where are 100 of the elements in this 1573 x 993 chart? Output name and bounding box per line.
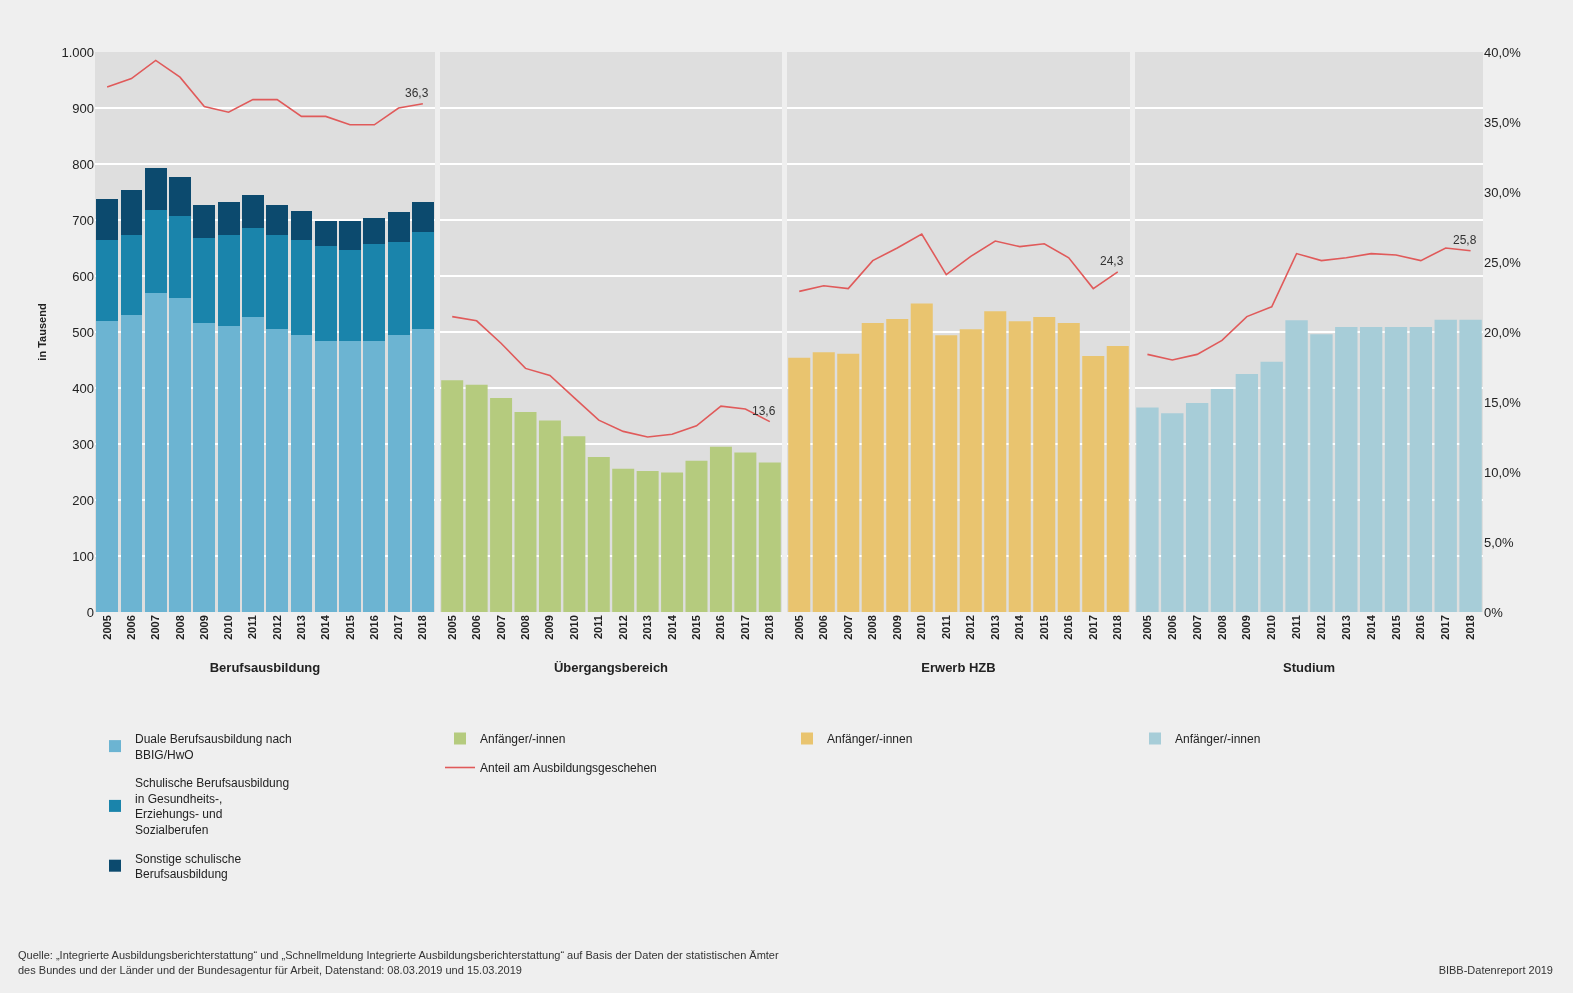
x-tick-label: 2014 — [665, 614, 678, 640]
bar — [1057, 323, 1080, 612]
x-tick-label: 2006 — [470, 615, 483, 640]
bar — [96, 198, 119, 241]
x-tick-label: 2011 — [592, 615, 605, 640]
y2-tick-label: 0% — [1484, 604, 1504, 620]
legend-label: Anfänger/-innen — [480, 732, 566, 747]
x-tick-label: 2006 — [1165, 615, 1178, 640]
bar — [812, 352, 835, 612]
source-note: Quelle: „Integrierte Ausbildungsberichterstattung“ und „Schnellmeldung Integrierte Ausbildungsberichterstattung“ auf Basis der Daten der statistischen Ämter des Bundes und der Länder und der Bundesagentur für Arbeit, Datenstand: 08.03.2019 und 15.03.2019 — [18, 948, 780, 978]
y-tick-label: 700 — [72, 212, 94, 228]
bar — [290, 211, 313, 241]
x-tick-label: 2018 — [416, 615, 429, 640]
bar — [217, 326, 240, 612]
bar — [1235, 374, 1259, 612]
x-tick-label: 2009 — [197, 615, 210, 640]
y-tick-label: 1.000 — [61, 44, 94, 60]
y2-tick-label: 25,0% — [1484, 254, 1522, 270]
bar — [685, 460, 708, 612]
bar — [1335, 326, 1358, 612]
y2-tick-label: 15,0% — [1484, 394, 1522, 410]
bar — [1161, 413, 1184, 612]
x-tick-label: 2017 — [738, 615, 751, 640]
bar — [861, 323, 884, 612]
x-tick-label: 2018 — [1464, 615, 1477, 640]
x-tick-label: 2016 — [1062, 615, 1075, 640]
x-tick-label: 2017 — [1439, 615, 1452, 640]
x-tick-label: 2015 — [690, 615, 703, 640]
legend-label: Duale Berufsausbildung nach BBIG/HwO — [135, 731, 292, 762]
bar — [734, 452, 757, 612]
bar — [788, 357, 811, 612]
y2-tick-label: 20,0% — [1484, 324, 1522, 340]
x-tick-label: 2010 — [222, 615, 235, 640]
x-tick-label: 2014 — [1364, 614, 1377, 640]
bar — [1210, 389, 1234, 612]
x-tick-label: 2010 — [915, 615, 928, 640]
bar — [1434, 319, 1457, 612]
bar — [1409, 326, 1433, 612]
bar — [169, 176, 191, 217]
bar — [96, 240, 119, 321]
bar — [1136, 407, 1159, 612]
x-tick-label: 2012 — [270, 615, 283, 640]
legend-label: Anfänger/-innen — [1175, 732, 1261, 747]
x-tick-label: 2008 — [519, 615, 532, 640]
bar — [339, 250, 361, 341]
x-tick-label: 2009 — [1240, 615, 1253, 640]
x-tick-label: 2017 — [392, 615, 405, 640]
x-tick-label: 2011 — [246, 615, 259, 640]
bar — [290, 335, 313, 612]
bar — [314, 220, 337, 247]
y-axis-title: in Tausend — [36, 303, 49, 361]
y-tick-label: 600 — [72, 268, 94, 284]
x-tick-label: 2005 — [1141, 615, 1154, 640]
bar — [1459, 319, 1482, 612]
bar — [144, 292, 167, 612]
x-tick-label: 2015 — [343, 615, 356, 640]
bar — [339, 220, 361, 251]
bar — [241, 316, 264, 612]
x-tick-label: 2018 — [763, 615, 776, 640]
y-tick-label: 400 — [72, 380, 94, 396]
bar — [314, 246, 337, 341]
bar — [96, 320, 119, 612]
bar — [266, 329, 289, 612]
x-tick-label: 2012 — [1315, 615, 1328, 640]
bar — [363, 340, 386, 612]
bar — [758, 462, 781, 612]
data-label: 24,3 — [1100, 254, 1124, 268]
legend-label: Sonstige schulische Berufsausbildung — [135, 851, 242, 882]
bar — [1082, 356, 1105, 612]
y2-tick-label: 5,0% — [1484, 534, 1515, 550]
x-tick-label: 2016 — [367, 615, 380, 640]
x-axis-title: Berufsausbildung — [209, 660, 321, 676]
bar — [290, 240, 313, 336]
bar — [411, 231, 434, 330]
x-tick-label: 2013 — [988, 615, 1001, 640]
bar — [935, 335, 958, 612]
bar — [169, 216, 191, 299]
x-tick-label: 2014 — [319, 614, 332, 640]
y-tick-label: 0 — [86, 604, 94, 620]
bar — [217, 202, 240, 235]
bar — [563, 436, 586, 612]
bar — [120, 189, 143, 235]
bar — [538, 420, 561, 612]
bar — [1033, 316, 1056, 612]
x-tick-label: 2018 — [1111, 615, 1124, 640]
bar — [144, 210, 167, 293]
x-tick-label: 2010 — [567, 615, 580, 640]
bar — [837, 353, 860, 612]
x-tick-label: 2008 — [866, 615, 879, 640]
text: BIBB-Datenreport 2019 — [1438, 963, 1553, 978]
x-tick-label: 2006 — [125, 615, 137, 640]
data-label: 13,6 — [752, 404, 776, 418]
x-tick-label: 2012 — [616, 615, 629, 640]
x-tick-label: 2010 — [1265, 615, 1278, 640]
bar — [411, 202, 434, 232]
data-label: 25,8 — [1453, 233, 1477, 247]
bar — [387, 335, 410, 612]
y-tick-label: 800 — [72, 156, 94, 172]
x-tick-label: 2013 — [1339, 615, 1352, 640]
bar — [910, 303, 933, 612]
